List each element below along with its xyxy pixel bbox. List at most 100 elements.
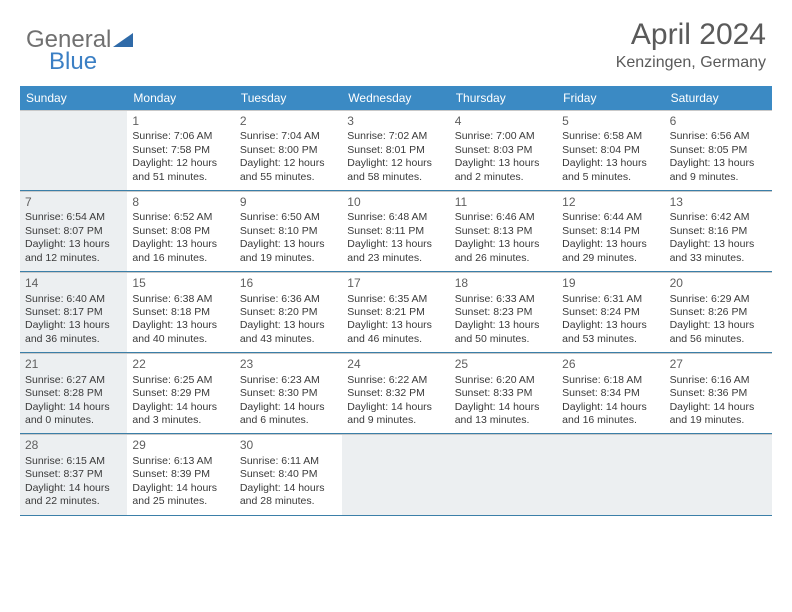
sunrise-text: Sunrise: 6:18 AM [562, 374, 659, 387]
sunrise-text: Sunrise: 6:50 AM [240, 211, 337, 224]
week-row: 1Sunrise: 7:06 AMSunset: 7:58 PM Daylight… [20, 110, 772, 191]
sunset-text: Sunset: 8:33 PM [455, 387, 552, 400]
logo-triangle-icon [113, 31, 133, 47]
date-number: 16 [240, 276, 337, 291]
date-number: 17 [347, 276, 444, 291]
daylight-text: Daylight: 14 hours and 0 minutes. [25, 401, 122, 428]
day-cell: 27Sunrise: 6:16 AMSunset: 8:36 PMDayligh… [665, 353, 772, 434]
sunrise-text: Sunrise: 6:11 AM [240, 455, 337, 468]
sunset-text: Sunset: 8:16 PM [670, 225, 767, 238]
day-cell: 14Sunrise: 6:40 AMSunset: 8:17 PMDayligh… [20, 272, 127, 353]
day-cell: 28Sunrise: 6:15 AMSunset: 8:37 PMDayligh… [20, 434, 127, 515]
sunrise-text: Sunrise: 6:13 AM [132, 455, 229, 468]
sunset-text: Sunset: 8:04 PM [562, 144, 659, 157]
sunrise-text: Sunrise: 6:33 AM [455, 293, 552, 306]
sunrise-text: Sunrise: 6:29 AM [670, 293, 767, 306]
sunrise-text: Sunrise: 6:54 AM [25, 211, 122, 224]
day-cell: 8Sunrise: 6:52 AMSunset: 8:08 PMDaylight… [127, 191, 234, 272]
sunset-text: Sunset: 8:29 PM [132, 387, 229, 400]
sunrise-text: Sunrise: 6:31 AM [562, 293, 659, 306]
date-number: 18 [455, 276, 552, 291]
date-number: 8 [132, 195, 229, 210]
date-number: 30 [240, 438, 337, 453]
day-cell [20, 110, 127, 191]
daylight-text: Daylight: 14 hours and 6 minutes. [240, 401, 337, 428]
day-cell: 19Sunrise: 6:31 AMSunset: 8:24 PMDayligh… [557, 272, 664, 353]
sunset-text: Sunset: 8:24 PM [562, 306, 659, 319]
date-number: 23 [240, 357, 337, 372]
sunrise-text: Sunrise: 6:20 AM [455, 374, 552, 387]
day-cell: 21Sunrise: 6:27 AMSunset: 8:28 PMDayligh… [20, 353, 127, 434]
sunset-text: Sunset: 8:39 PM [132, 468, 229, 481]
sunrise-text: Sunrise: 6:58 AM [562, 130, 659, 143]
sunset-text: Sunset: 8:14 PM [562, 225, 659, 238]
sunrise-text: Sunrise: 7:02 AM [347, 130, 444, 143]
day-cell [665, 434, 772, 515]
sunrise-text: Sunrise: 6:16 AM [670, 374, 767, 387]
daylight-text: Daylight: 13 hours and 12 minutes. [25, 238, 122, 265]
daylight-text: Daylight: 13 hours and 33 minutes. [670, 238, 767, 265]
sunset-text: Sunset: 8:36 PM [670, 387, 767, 400]
date-number: 5 [562, 114, 659, 129]
dow-cell: Friday [557, 86, 664, 110]
dow-cell: Wednesday [342, 86, 449, 110]
week-row: 7Sunrise: 6:54 AMSunset: 8:07 PMDaylight… [20, 191, 772, 272]
day-cell: 5Sunrise: 6:58 AMSunset: 8:04 PMDaylight… [557, 110, 664, 191]
sunset-text: Sunset: 8:18 PM [132, 306, 229, 319]
sunrise-text: Sunrise: 6:36 AM [240, 293, 337, 306]
daylight-text: Daylight: 13 hours and 43 minutes. [240, 319, 337, 346]
date-number: 19 [562, 276, 659, 291]
dow-cell: Monday [127, 86, 234, 110]
date-number: 1 [132, 114, 229, 129]
day-cell: 26Sunrise: 6:18 AMSunset: 8:34 PMDayligh… [557, 353, 664, 434]
sunset-text: Sunset: 8:23 PM [455, 306, 552, 319]
date-number: 10 [347, 195, 444, 210]
sunrise-text: Sunrise: 6:48 AM [347, 211, 444, 224]
date-number: 14 [25, 276, 122, 291]
date-number: 4 [455, 114, 552, 129]
sunrise-text: Sunrise: 6:22 AM [347, 374, 444, 387]
sunset-text: Sunset: 8:30 PM [240, 387, 337, 400]
sunrise-text: Sunrise: 6:25 AM [132, 374, 229, 387]
daylight-text: Daylight: 12 hours and 55 minutes. [240, 157, 337, 184]
sunset-text: Sunset: 7:58 PM [132, 144, 229, 157]
sunset-text: Sunset: 8:17 PM [25, 306, 122, 319]
sunset-text: Sunset: 8:05 PM [670, 144, 767, 157]
day-cell [342, 434, 449, 515]
dow-row: SundayMondayTuesdayWednesdayThursdayFrid… [20, 86, 772, 110]
sunrise-text: Sunrise: 6:44 AM [562, 211, 659, 224]
sunset-text: Sunset: 8:32 PM [347, 387, 444, 400]
day-cell: 7Sunrise: 6:54 AMSunset: 8:07 PMDaylight… [20, 191, 127, 272]
daylight-text: Daylight: 13 hours and 2 minutes. [455, 157, 552, 184]
sunrise-text: Sunrise: 6:35 AM [347, 293, 444, 306]
week-row: 21Sunrise: 6:27 AMSunset: 8:28 PMDayligh… [20, 353, 772, 434]
day-cell: 30Sunrise: 6:11 AMSunset: 8:40 PMDayligh… [235, 434, 342, 515]
date-number: 25 [455, 357, 552, 372]
sunset-text: Sunset: 8:40 PM [240, 468, 337, 481]
date-number: 12 [562, 195, 659, 210]
sunset-text: Sunset: 8:01 PM [347, 144, 444, 157]
date-number: 29 [132, 438, 229, 453]
sunset-text: Sunset: 8:21 PM [347, 306, 444, 319]
week-row: 14Sunrise: 6:40 AMSunset: 8:17 PMDayligh… [20, 272, 772, 353]
sunrise-text: Sunrise: 7:06 AM [132, 130, 229, 143]
daylight-text: Daylight: 13 hours and 5 minutes. [562, 157, 659, 184]
daylight-text: Daylight: 13 hours and 36 minutes. [25, 319, 122, 346]
day-cell: 25Sunrise: 6:20 AMSunset: 8:33 PMDayligh… [450, 353, 557, 434]
daylight-text: Daylight: 14 hours and 3 minutes. [132, 401, 229, 428]
sunset-text: Sunset: 8:07 PM [25, 225, 122, 238]
daylight-text: Daylight: 14 hours and 16 minutes. [562, 401, 659, 428]
date-number: 13 [670, 195, 767, 210]
brand-part2: Blue [49, 48, 97, 76]
sunset-text: Sunset: 8:20 PM [240, 306, 337, 319]
day-cell: 22Sunrise: 6:25 AMSunset: 8:29 PMDayligh… [127, 353, 234, 434]
sunset-text: Sunset: 8:10 PM [240, 225, 337, 238]
day-cell: 15Sunrise: 6:38 AMSunset: 8:18 PMDayligh… [127, 272, 234, 353]
day-cell [557, 434, 664, 515]
sunset-text: Sunset: 8:34 PM [562, 387, 659, 400]
day-cell: 23Sunrise: 6:23 AMSunset: 8:30 PMDayligh… [235, 353, 342, 434]
header: General Blue April 2024 Kenzingen, Germa… [0, 0, 792, 80]
daylight-text: Daylight: 12 hours and 58 minutes. [347, 157, 444, 184]
calendar-body: 1Sunrise: 7:06 AMSunset: 7:58 PM Daylight… [20, 110, 772, 516]
sunrise-text: Sunrise: 6:15 AM [25, 455, 122, 468]
